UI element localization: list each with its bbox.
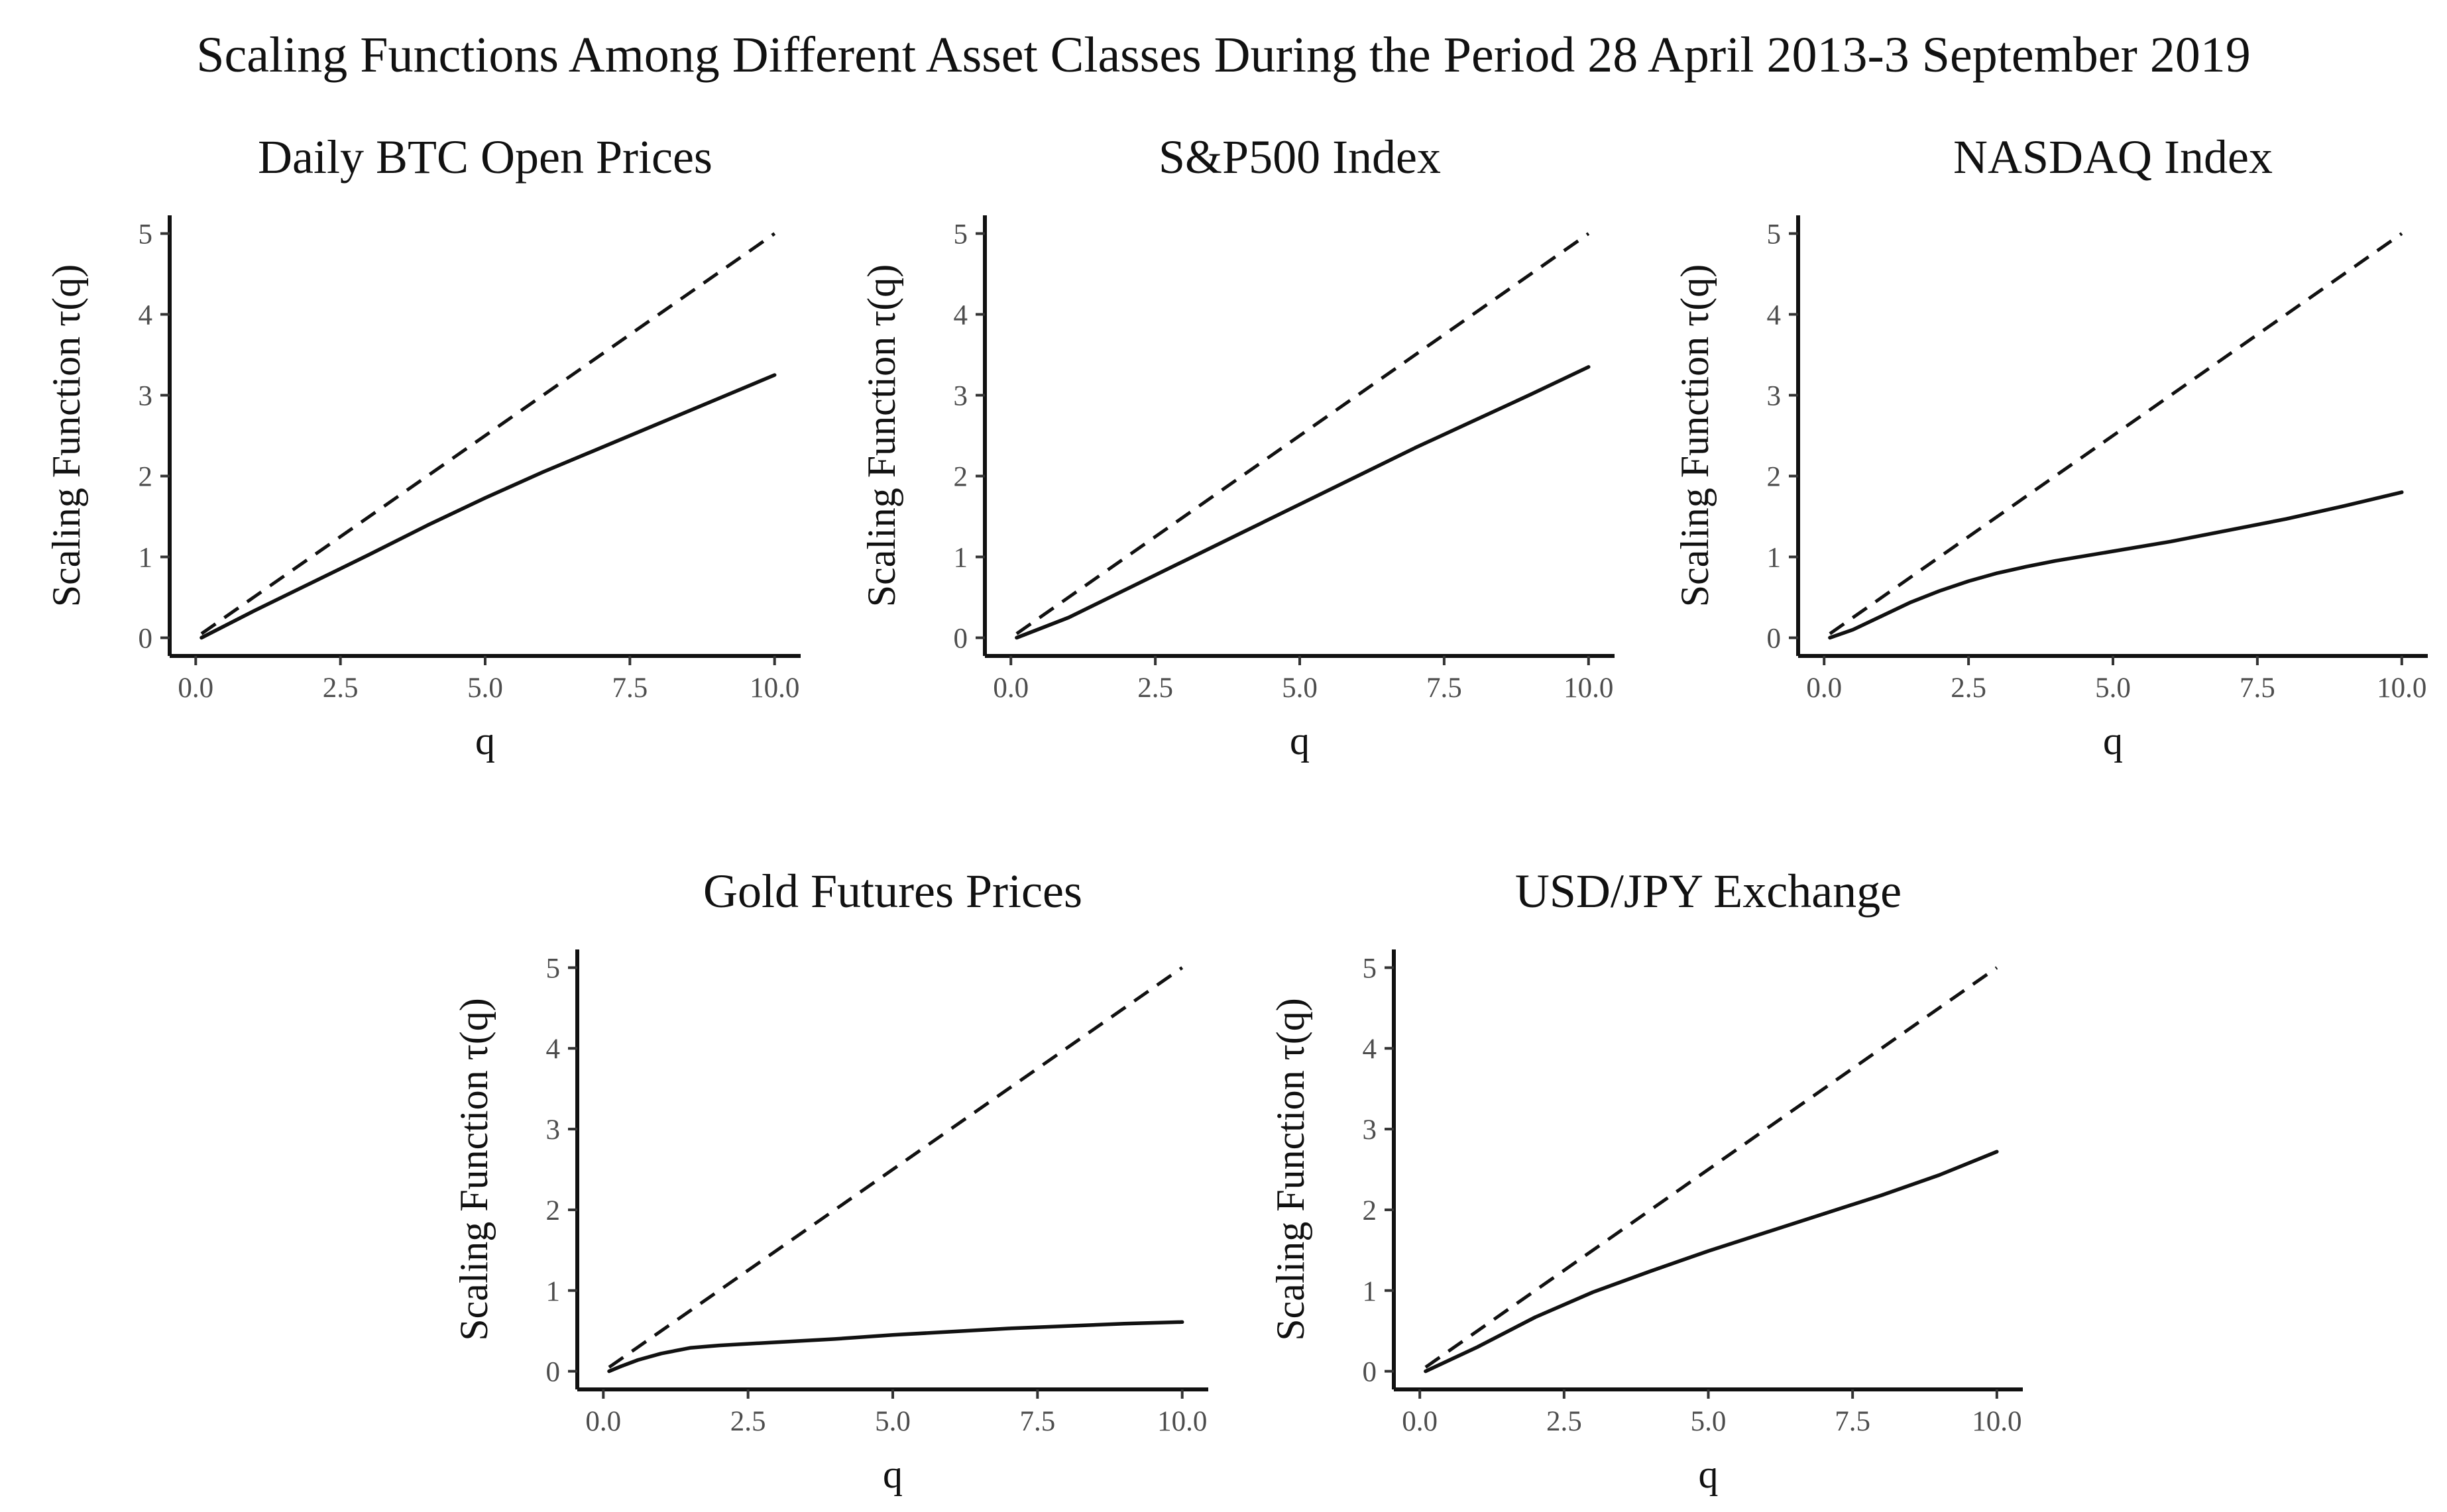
y-tick-label: 3: [1363, 1114, 1377, 1146]
x-axis-title: q: [475, 719, 495, 763]
y-tick-label: 1: [546, 1276, 561, 1307]
x-tick-label: 10.0: [1564, 673, 1613, 704]
x-tick-label: 7.5: [612, 673, 648, 704]
y-tick-label: 4: [1363, 1034, 1377, 1065]
panel-title: S&P500 Index: [1159, 131, 1441, 184]
reference-line: [1829, 232, 2403, 635]
x-axis-title: q: [883, 1452, 903, 1496]
y-tick-label: 4: [546, 1034, 561, 1065]
x-tick-label: 0.0: [1402, 1406, 1438, 1437]
x-tick-label: 2.5: [1137, 673, 1173, 704]
y-tick-label: 5: [954, 219, 968, 250]
reference-line: [1015, 232, 1590, 635]
y-tick-label: 3: [139, 380, 153, 411]
y-tick-label: 2: [954, 462, 968, 493]
panel-title: NASDAQ Index: [1953, 131, 2273, 184]
scaling-function-line: [1828, 490, 2404, 640]
panel-daily-btc-open-prices: Daily BTC Open Prices 0.0 2.5 5.0 7.5 10.0 0 1 2…: [44, 131, 801, 763]
panel-usd-jpy-exchange: USD/JPY Exchange 0.0 2.5 5.0 7.5 10.0 0 1 2 3 4 5 q S…: [1269, 865, 2023, 1496]
y-tick-label: 1: [1767, 543, 1782, 574]
scaling-function-line: [1424, 1150, 1999, 1374]
x-axis-title: q: [2103, 719, 2123, 763]
scaling-function-line: [1015, 365, 1591, 640]
x-tick-label: 5.0: [2095, 673, 2131, 704]
figure-title: Scaling Functions Among Different Asset …: [196, 27, 2251, 83]
scaling-function-line: [199, 373, 777, 640]
x-tick-label: 0.0: [993, 673, 1029, 704]
y-axis-title: Scaling Function τ(q): [44, 264, 88, 607]
x-tick-label: 10.0: [2377, 673, 2426, 704]
x-tick-label: 0.0: [178, 673, 213, 704]
y-tick-label: 0: [1363, 1357, 1377, 1388]
y-tick-label: 5: [546, 953, 561, 984]
y-tick-label: 3: [546, 1114, 561, 1146]
scaling-function-line: [607, 1320, 1184, 1374]
y-tick-label: 0: [139, 623, 153, 655]
x-tick-label: 10.0: [1972, 1406, 2021, 1437]
x-tick-label: 10.0: [750, 673, 799, 704]
y-tick-label: 3: [1767, 380, 1782, 411]
y-tick-label: 2: [1363, 1195, 1377, 1226]
x-tick-label: 0.0: [585, 1406, 621, 1437]
x-tick-label: 2.5: [323, 673, 359, 704]
reference-line: [608, 966, 1184, 1369]
panel-title: USD/JPY Exchange: [1515, 865, 1902, 918]
x-tick-label: 5.0: [467, 673, 503, 704]
x-tick-label: 7.5: [2240, 673, 2275, 704]
y-tick-label: 1: [954, 543, 968, 574]
reference-line: [200, 232, 776, 635]
y-tick-label: 4: [954, 299, 968, 331]
y-axis-title: Scaling Function τ(q): [860, 264, 903, 607]
y-tick-label: 2: [139, 462, 153, 493]
x-tick-label: 0.0: [1806, 673, 1842, 704]
y-tick-label: 3: [954, 380, 968, 411]
panel-title: Daily BTC Open Prices: [258, 131, 712, 184]
y-axis-title: Scaling Function τ(q): [1673, 264, 1717, 607]
panel-gold-futures-prices: Gold Futures Prices 0.0 2.5 5.0 7.5 10.0 0 1 2 3 4…: [452, 865, 1208, 1496]
y-tick-label: 4: [139, 299, 153, 331]
y-axis-title: Scaling Function τ(q): [1269, 998, 1312, 1340]
x-tick-label: 5.0: [1691, 1406, 1727, 1437]
y-tick-label: 4: [1767, 299, 1782, 331]
panel-title: Gold Futures Prices: [703, 865, 1082, 918]
panel-s-p500-index: S&P500 Index 0.0 2.5 5.0 7.5 10.0 0 1 2 3 4 5 q Scali…: [860, 131, 1615, 763]
y-tick-label: 0: [546, 1357, 561, 1388]
x-axis-title: q: [1699, 1452, 1719, 1496]
y-tick-label: 0: [954, 623, 968, 655]
y-tick-label: 1: [1363, 1276, 1377, 1307]
x-tick-label: 5.0: [875, 1406, 911, 1437]
x-tick-label: 10.0: [1157, 1406, 1207, 1437]
x-tick-label: 2.5: [1546, 1406, 1582, 1437]
x-tick-label: 5.0: [1282, 673, 1318, 704]
panel-nasdaq-index: NASDAQ Index 0.0 2.5 5.0 7.5 10.0 0 1 2 3 4 5 q Scali…: [1673, 131, 2428, 763]
y-tick-label: 0: [1767, 623, 1782, 655]
reference-line: [1424, 966, 1998, 1369]
x-tick-label: 2.5: [1951, 673, 1986, 704]
x-tick-label: 7.5: [1426, 673, 1462, 704]
y-tick-label: 5: [1767, 219, 1782, 250]
y-tick-label: 1: [139, 543, 153, 574]
y-tick-label: 5: [1363, 953, 1377, 984]
x-tick-label: 7.5: [1835, 1406, 1870, 1437]
x-axis-title: q: [1290, 719, 1310, 763]
x-tick-label: 2.5: [730, 1406, 766, 1437]
x-tick-label: 7.5: [1019, 1406, 1055, 1437]
y-axis-title: Scaling Function τ(q): [452, 998, 496, 1340]
y-tick-label: 2: [546, 1195, 561, 1226]
y-tick-label: 5: [139, 219, 153, 250]
y-tick-label: 2: [1767, 462, 1782, 493]
